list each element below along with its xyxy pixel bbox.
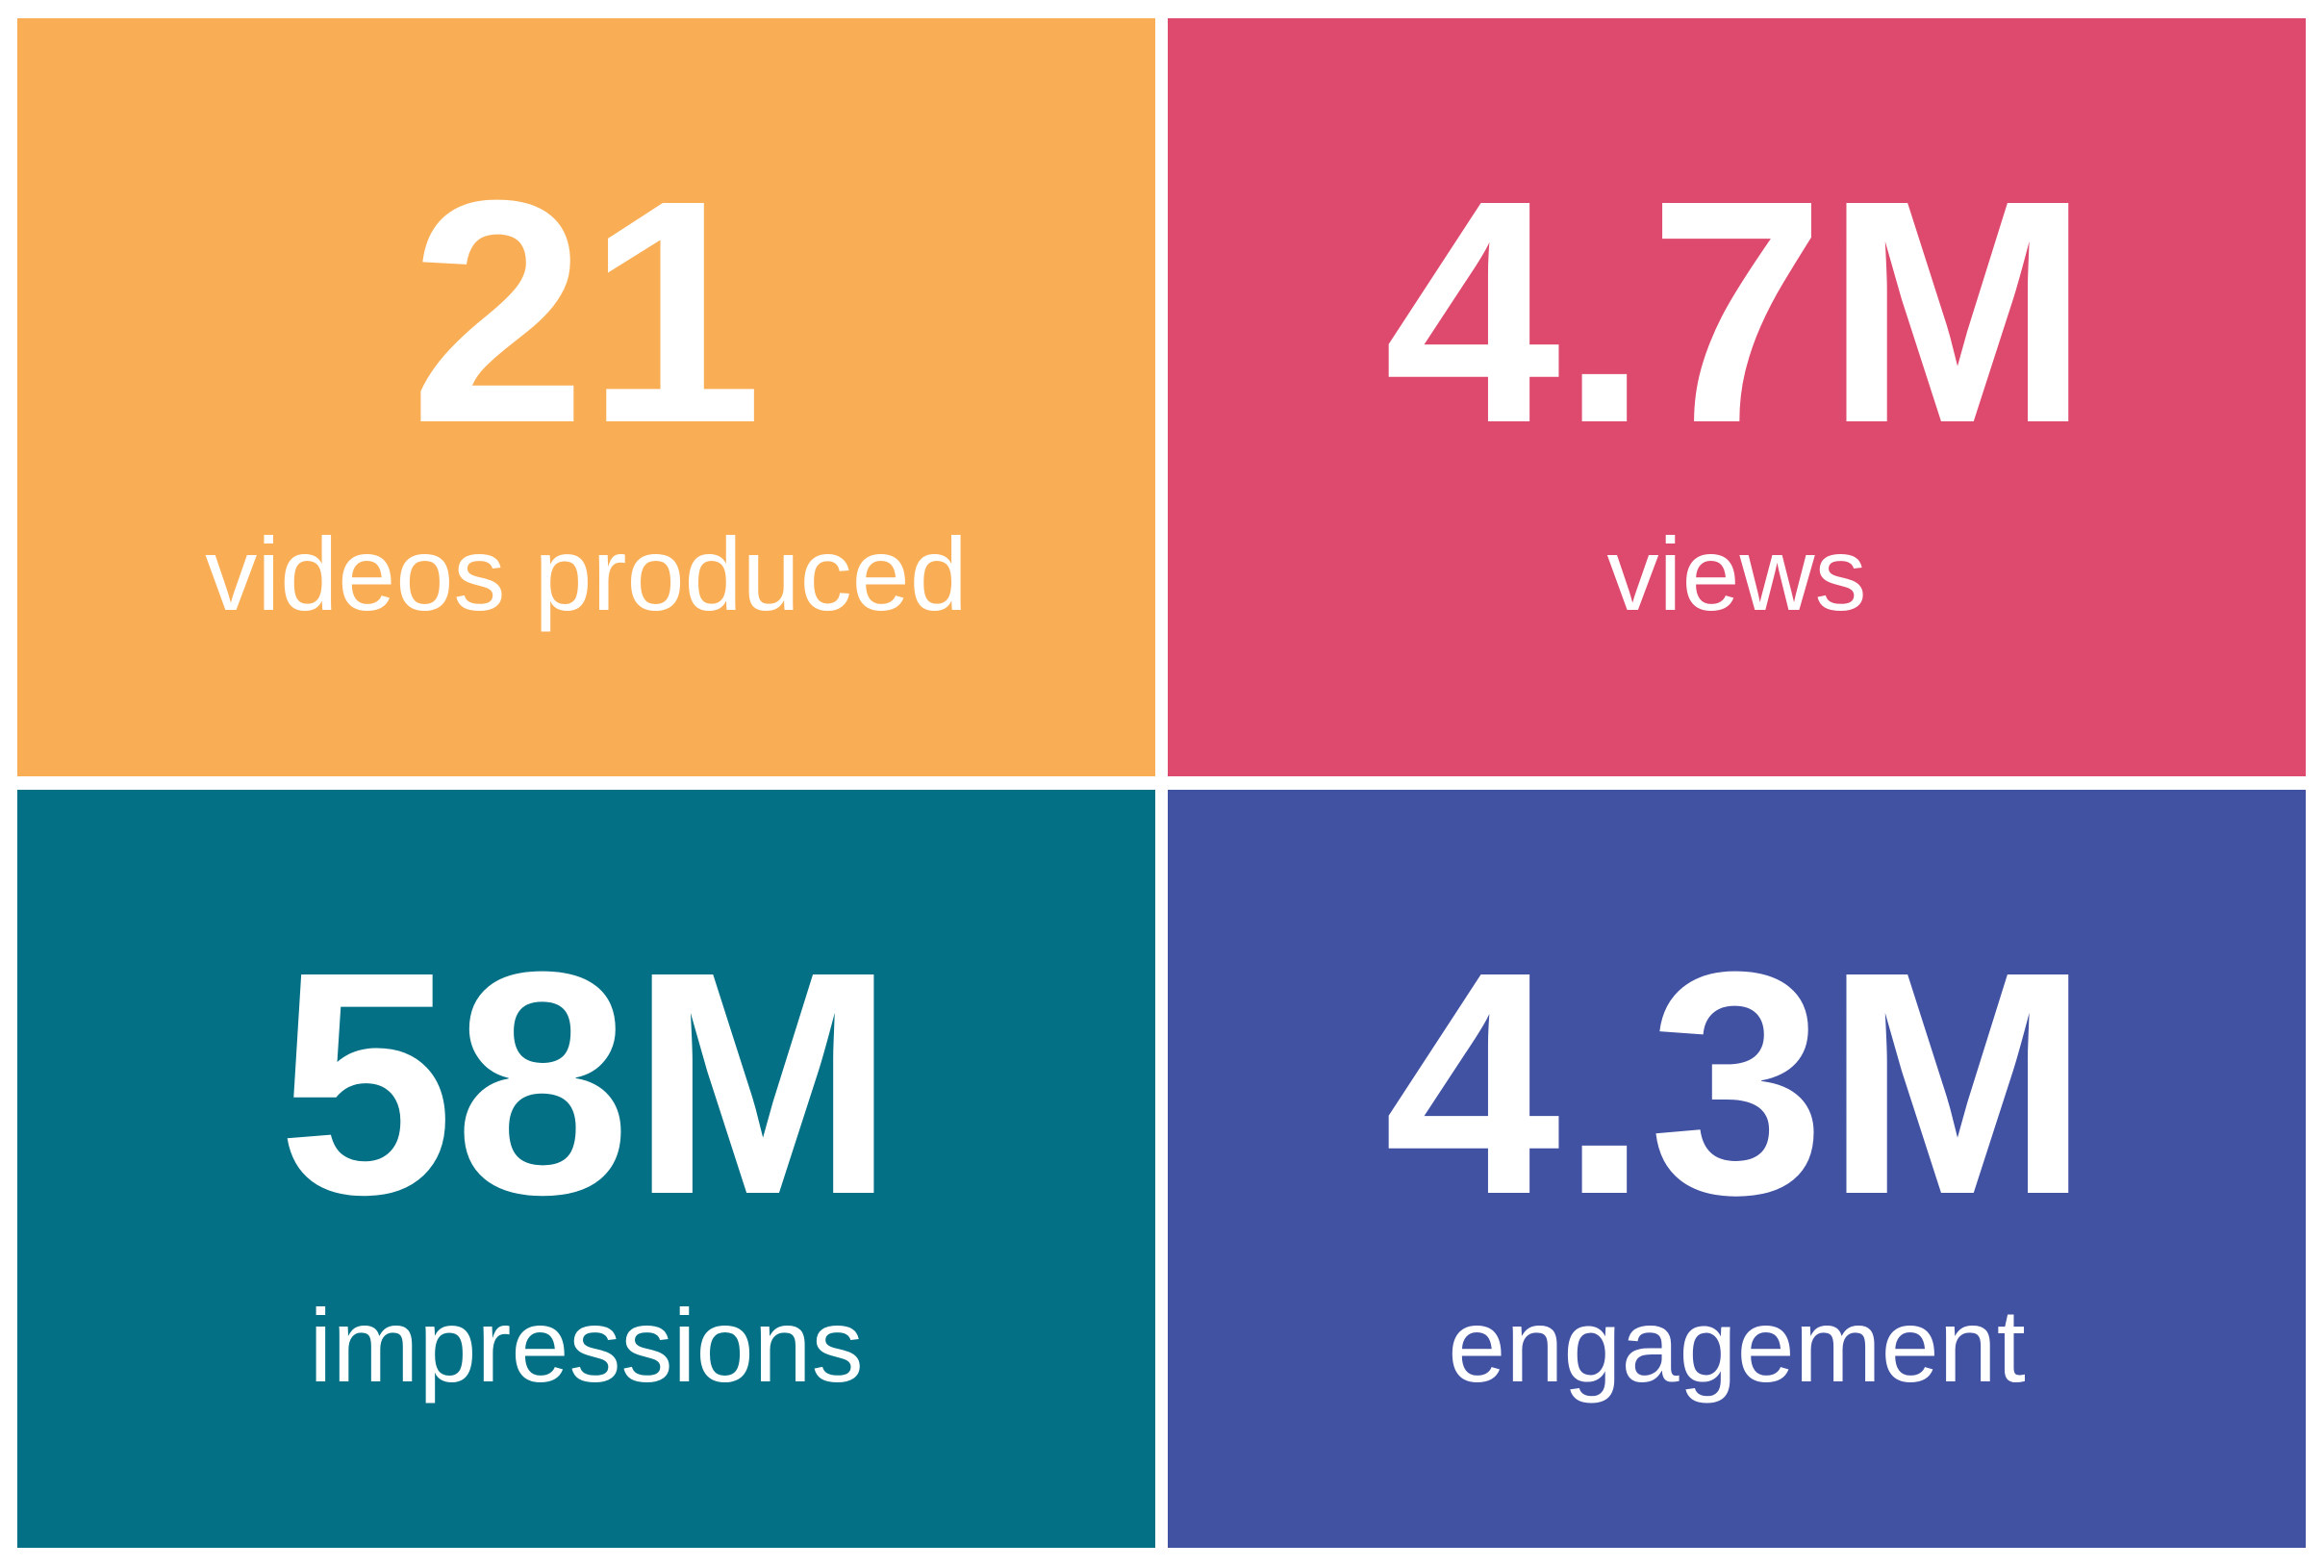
stat-label: engagement xyxy=(1448,1287,2026,1404)
stat-tile: 58M impressions xyxy=(17,790,1155,1548)
stat-tile: 21 videos produced xyxy=(17,18,1155,776)
stat-tile: 4.7M views xyxy=(1168,18,2306,776)
stat-value: 58M xyxy=(277,905,896,1260)
stat-label: videos produced xyxy=(205,516,968,632)
stat-value: 21 xyxy=(409,134,764,489)
stat-label: impressions xyxy=(309,1287,864,1404)
stat-value: 4.3M xyxy=(1383,905,2090,1260)
stat-tile: 4.3M engagement xyxy=(1168,790,2306,1548)
stat-value: 4.7M xyxy=(1383,134,2090,489)
stat-label: views xyxy=(1606,516,1867,632)
